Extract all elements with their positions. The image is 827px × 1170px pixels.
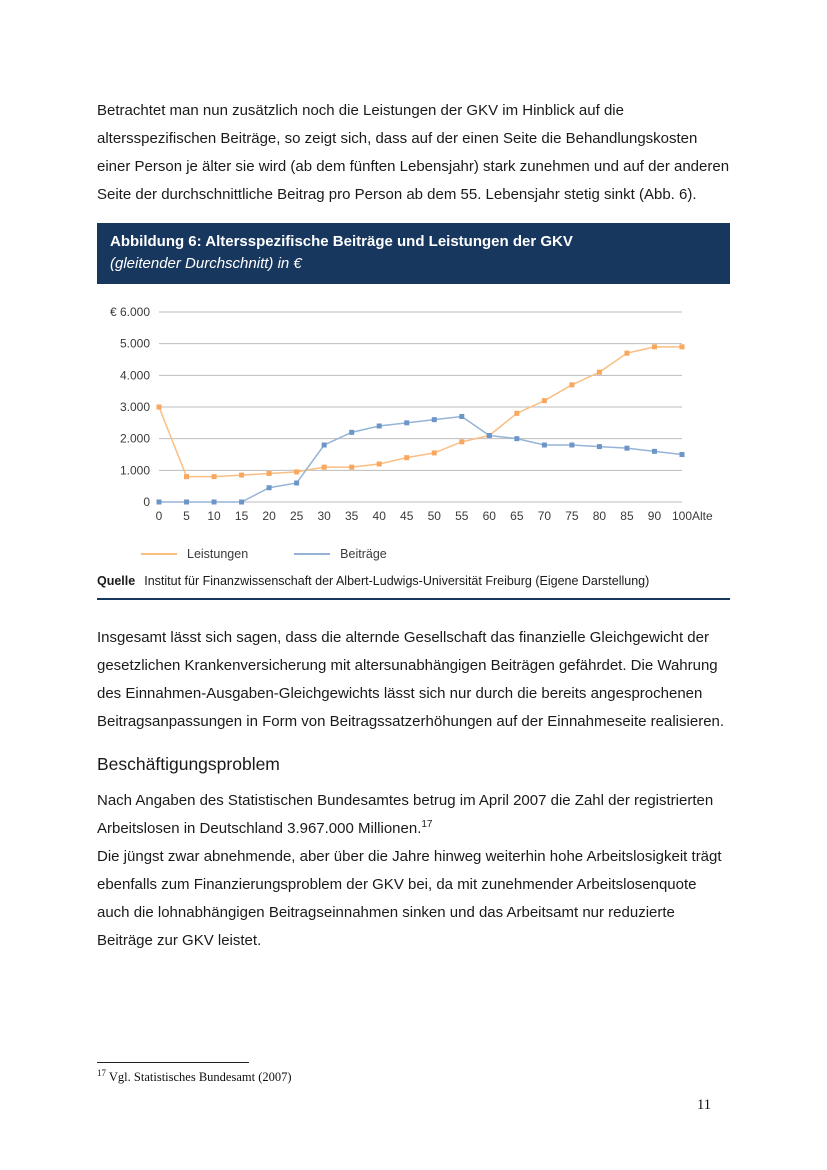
legend-item-beiträge: Beiträge <box>294 547 387 561</box>
source-label: Quelle <box>97 574 136 588</box>
svg-text:2.000: 2.000 <box>120 432 150 446</box>
svg-text:35: 35 <box>345 509 359 523</box>
svg-text:40: 40 <box>373 509 387 523</box>
svg-text:60: 60 <box>483 509 497 523</box>
figure-subtitle: (gleitender Durchschnitt) in € <box>110 255 302 272</box>
page-number: 11 <box>697 1097 711 1113</box>
svg-text:100: 100 <box>672 509 692 523</box>
svg-text:10: 10 <box>207 509 221 523</box>
svg-text:90: 90 <box>648 509 662 523</box>
figure-title: Abbildung 6: Altersspezifische Beiträge … <box>110 233 573 250</box>
svg-text:70: 70 <box>538 509 552 523</box>
svg-text:65: 65 <box>510 509 524 523</box>
section-heading: Beschäftigungsproblem <box>97 754 280 774</box>
svg-text:5.000: 5.000 <box>120 337 150 351</box>
chart-legend: Leistungen Beiträge <box>141 544 730 564</box>
footnote-block: 17 Vgl. Statistisches Bundesamt (2007) <box>97 1062 730 1085</box>
svg-text:75: 75 <box>565 509 579 523</box>
legend-item-leistungen: Leistungen <box>141 547 248 561</box>
svg-text:55: 55 <box>455 509 469 523</box>
line-chart: 0 1.000 2.000 3.000 4.000 5.000 € 6.000 0 5 10 15 2… <box>97 300 730 540</box>
svg-text:45: 45 <box>400 509 414 523</box>
svg-text:1.000: 1.000 <box>120 463 150 477</box>
footnote-reference: 17 <box>421 819 433 830</box>
svg-text:15: 15 <box>235 509 249 523</box>
paragraph-unemployment: Nach Angaben des Statistischen Bundesamt… <box>97 787 730 843</box>
footnote-text: 17 Vgl. Statistisches Bundesamt (2007) <box>97 1068 730 1085</box>
svg-text:4.000: 4.000 <box>120 368 150 382</box>
paragraph-unemployment-text: Nach Angaben des Statistischen Bundesamt… <box>97 792 714 837</box>
figure-title-bar: Abbildung 6: Altersspezifische Beiträge … <box>97 223 730 284</box>
svg-text:50: 50 <box>428 509 442 523</box>
source-text: Institut für Finanzwissenschaft der Albe… <box>144 574 650 588</box>
svg-text:Alte: Alte <box>692 509 713 523</box>
chart-canvas: 0 1.000 2.000 3.000 4.000 5.000 € 6.000 0 5 10 15 2… <box>110 305 713 523</box>
legend-label: Beiträge <box>340 547 387 561</box>
svg-text:0: 0 <box>143 495 150 509</box>
legend-line-swatch <box>141 553 177 555</box>
footnote-divider <box>97 1062 249 1063</box>
legend-label: Leistungen <box>187 547 249 561</box>
page-content: Betrachtet man nun zusätzlich noch die L… <box>97 97 730 955</box>
svg-text:20: 20 <box>262 509 276 523</box>
svg-text:30: 30 <box>317 509 331 523</box>
svg-text:€ 6.000: € 6.000 <box>110 305 150 319</box>
footnote-content: Vgl. Statistisches Bundesamt (2007) <box>108 1070 292 1085</box>
figure-box: Abbildung 6: Altersspezifische Beiträge … <box>97 223 730 600</box>
svg-text:85: 85 <box>620 509 634 523</box>
figure-source: Quelle Institut für Finanzwissenschaft de… <box>97 572 730 590</box>
paragraph-intro: Betrachtet man nun zusätzlich noch die L… <box>97 102 730 203</box>
legend-line-swatch <box>294 553 331 555</box>
svg-text:0: 0 <box>156 509 163 523</box>
footnote-marker: 17 <box>97 1068 106 1078</box>
paragraph-unemployment-2: Die jüngst zwar abnehmende, aber über di… <box>97 848 722 949</box>
svg-text:3.000: 3.000 <box>120 400 150 414</box>
paragraph-conclusion: Insgesamt lässt sich sagen, dass die alt… <box>97 629 725 730</box>
svg-text:5: 5 <box>183 509 190 523</box>
svg-text:80: 80 <box>593 509 607 523</box>
svg-text:25: 25 <box>290 509 304 523</box>
